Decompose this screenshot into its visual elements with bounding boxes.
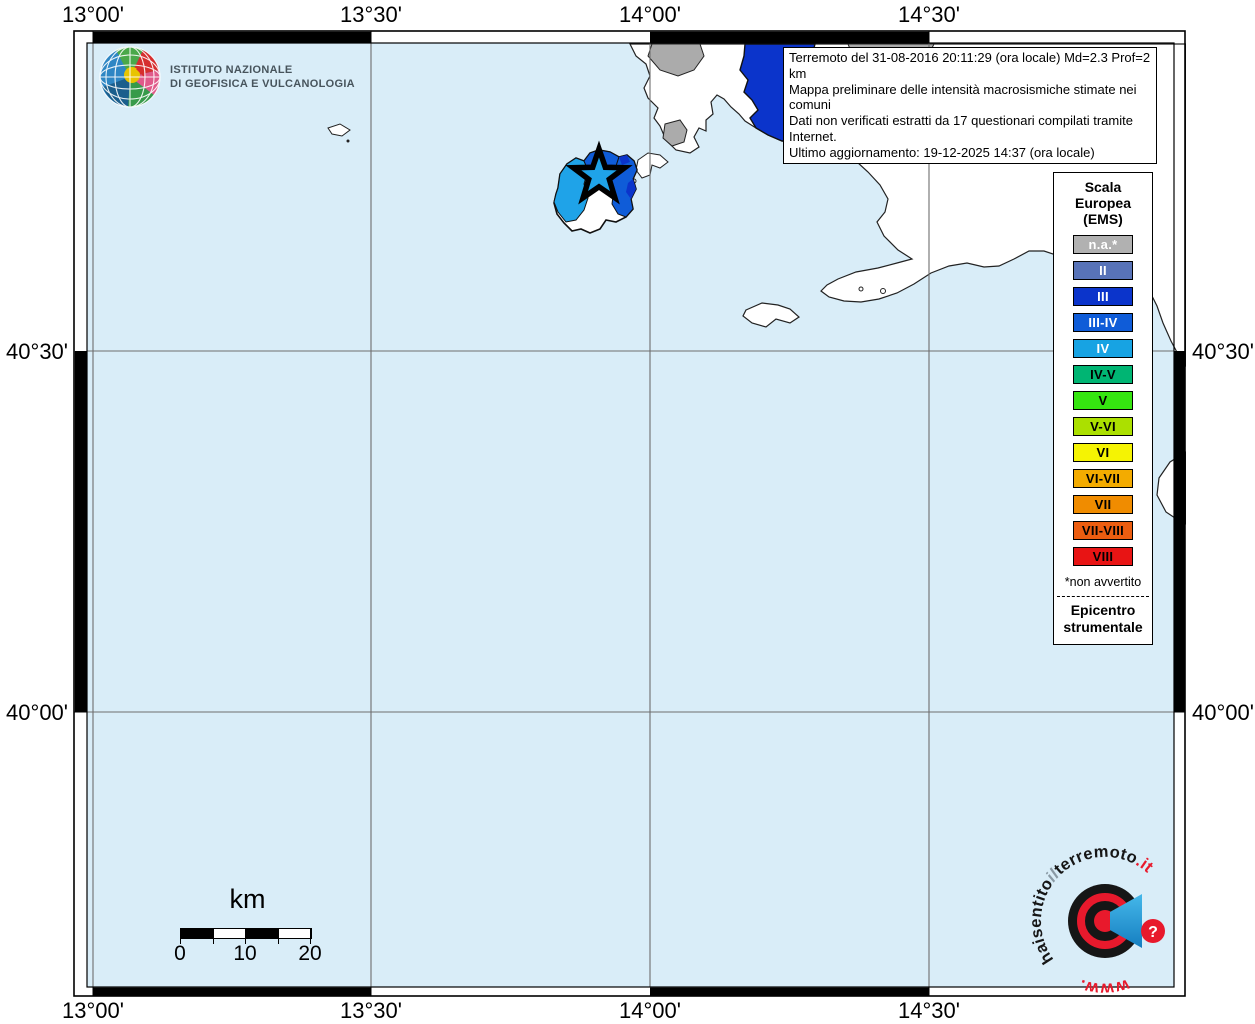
legend-separator — [1057, 596, 1149, 597]
legend-swatch-III-IV: III-IV — [1073, 313, 1133, 332]
legend-swatch-VI: VI — [1073, 443, 1133, 462]
axis-label-lon-top-2: 13°30' — [340, 2, 402, 27]
scale-tick — [212, 928, 214, 944]
info-line-update: Ultimo aggiornamento: 19-12-2025 14:37 (… — [789, 144, 1095, 160]
map-scale-bar: km 0 10 20 — [165, 884, 335, 970]
scale-segment — [278, 929, 311, 938]
haisentitoilterremoto-logo: ? haisentitoilterremoto.it www. — [1027, 843, 1165, 999]
logo-question-mark: ? — [1148, 924, 1158, 941]
islet-li-galli-2 — [880, 288, 886, 294]
islet-dot — [346, 139, 350, 143]
axis-label-lon-bottom-1: 13°00' — [62, 998, 124, 1023]
legend-swatch-IV: IV — [1073, 339, 1133, 358]
ingv-logo: ISTITUTO NAZIONALE DI GEOFISICA E VULCAN… — [98, 45, 355, 109]
axis-label-lat-left-1: 40°30' — [6, 339, 68, 364]
island-capri — [742, 302, 800, 328]
legend-title-line2: Europea — [1074, 195, 1131, 211]
ischia-intensity-III-patch — [626, 179, 636, 199]
legend-swatch-VII: VII — [1073, 495, 1133, 514]
info-line-event: Terremoto del 31-08-2016 20:11:29 (ora l… — [789, 50, 1151, 81]
island-ventotene — [327, 123, 351, 137]
axis-label-lon-top-4: 14°30' — [898, 2, 960, 27]
legend-swatch-VIII: VIII — [1073, 547, 1133, 566]
logo-text-haisentito: haisentito — [1027, 875, 1057, 967]
scale-number-10: 10 — [233, 942, 257, 965]
legend-swatch-list: n.a.* II III III-IV IV IV-V V V-VI VI VI… — [1073, 235, 1133, 566]
ischia-intensity-III-patch-ne — [619, 155, 630, 165]
ingv-globe-icon — [99, 46, 161, 108]
scale-number-0: 0 — [174, 942, 186, 965]
map-frame — [73, 30, 1186, 997]
legend-swatch-na: n.a.* — [1073, 235, 1133, 254]
epicenter-star — [565, 140, 633, 205]
axis-label-lon-bottom-4: 14°30' — [898, 998, 960, 1023]
axis-label-lon-top-3: 14°00' — [619, 2, 681, 27]
scale-tick — [180, 928, 181, 944]
scale-segment — [246, 929, 279, 938]
map-canvas — [73, 30, 1186, 997]
axis-label-lon-bottom-2: 13°30' — [340, 998, 402, 1023]
legend-swatch-IV-V: IV-V — [1073, 365, 1133, 384]
logo-text-terremoto: terremoto — [1051, 843, 1141, 879]
island-procida — [635, 152, 669, 179]
islet-li-galli-1 — [858, 286, 864, 292]
axis-label-lat-right-2: 40°00' — [1192, 700, 1254, 725]
legend-footnote: *non avvertito — [1064, 575, 1142, 589]
legend-swatch-II: II — [1073, 261, 1133, 280]
scale-tick — [277, 928, 279, 944]
legend-swatch-VII-VIII: VII-VIII — [1073, 521, 1133, 540]
scale-unit-label: km — [229, 884, 266, 914]
legend-swatch-VI-VII: VI-VII — [1073, 469, 1133, 488]
logo-question-badge — [1141, 919, 1165, 943]
logo-megaphone-icon — [1110, 894, 1142, 948]
logo-www-text: www. — [1076, 975, 1133, 998]
scale-bar-segments — [180, 928, 312, 939]
scale-tick — [245, 928, 246, 944]
axis-label-lat-right-1: 40°30' — [1192, 339, 1254, 364]
scale-segment — [181, 929, 214, 938]
ingv-name-line1: ISTITUTO NAZIONALE — [170, 64, 293, 76]
scale-number-20: 20 — [298, 942, 322, 965]
earthquake-info-box: Terremoto del 31-08-2016 20:11:29 (ora l… — [783, 47, 1157, 164]
graticule — [87, 43, 1174, 987]
info-line-data: Dati non verificati estratti da 17 quest… — [789, 113, 1133, 144]
legend-title-line3: (EMS) — [1083, 211, 1123, 227]
legend-title-line1: Scala — [1084, 179, 1122, 195]
info-line-maptype: Mappa preliminare delle intensità macros… — [789, 81, 1137, 113]
axis-label-lon-top-1: 13°00' — [62, 2, 124, 27]
na-area-monte-di-procida — [662, 119, 688, 147]
scale-segment — [213, 929, 246, 938]
legend-swatch-V: V — [1073, 391, 1133, 410]
legend-epicenter-line1: Epicentro — [1070, 602, 1136, 618]
legend-swatch-III: III — [1073, 287, 1133, 306]
axis-label-lat-left-2: 40°00' — [6, 700, 68, 725]
scale-tick — [310, 928, 311, 944]
legend-swatch-V-VI: V-VI — [1073, 417, 1133, 436]
legend-epicenter-line2: strumentale — [1063, 619, 1143, 635]
ingv-name-line2: DI GEOFISICA E VULCANOLOGIA — [170, 78, 355, 90]
ems-scale-legend: Scala Europea (EMS) n.a.* II III III-IV … — [1053, 172, 1153, 645]
axis-label-lon-bottom-3: 14°00' — [619, 998, 681, 1023]
